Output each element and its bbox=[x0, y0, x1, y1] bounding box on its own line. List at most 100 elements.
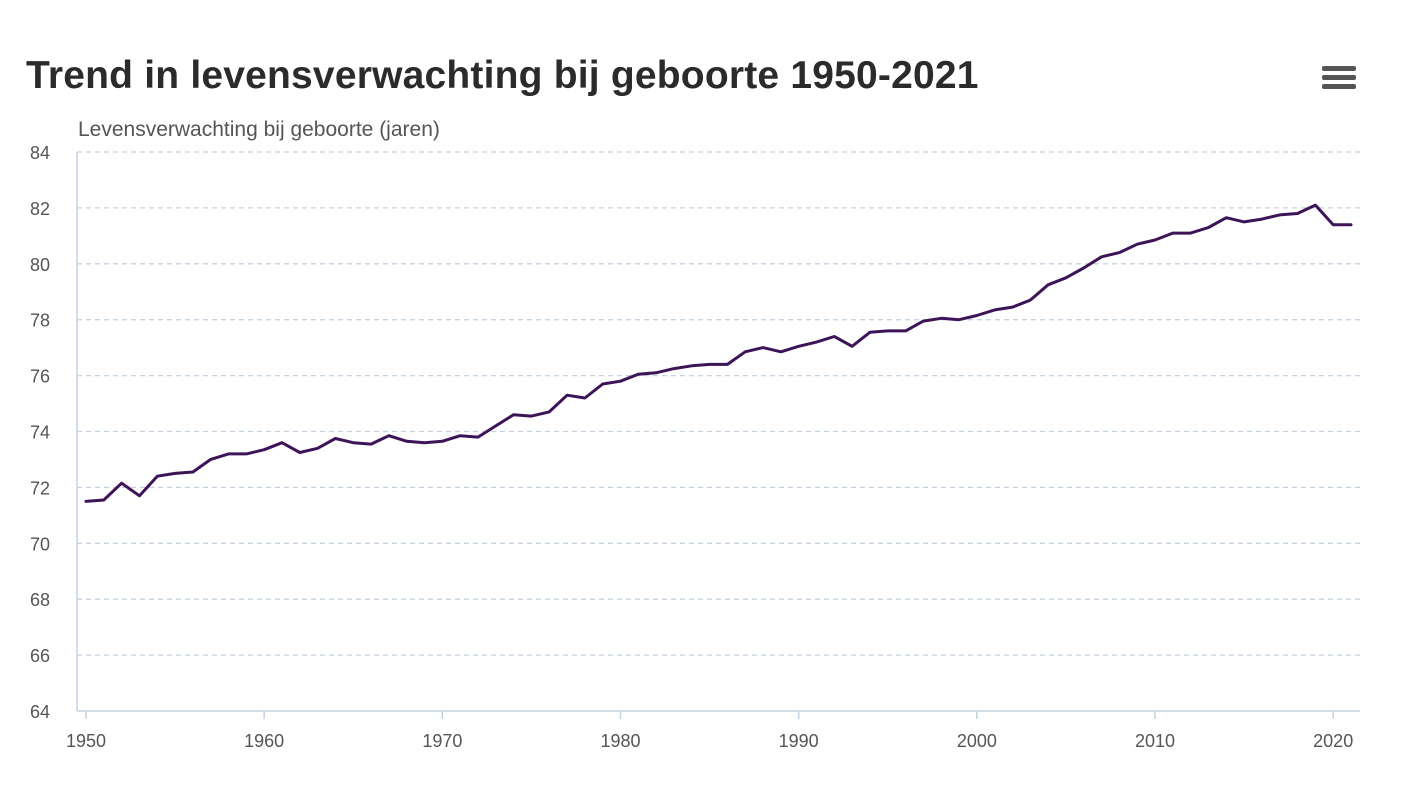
series-line[interactable] bbox=[84, 203, 1353, 503]
axes bbox=[76, 152, 1360, 719]
data-point[interactable]: 1980: 75.8 bbox=[617, 377, 625, 385]
data-point[interactable]: 2004: 79.25 bbox=[1044, 281, 1052, 289]
y-tick-label: 74 bbox=[30, 423, 50, 443]
data-point[interactable]: 1968: 73.65 bbox=[403, 437, 411, 445]
data-point[interactable]: 2011: 81.1 bbox=[1169, 229, 1177, 237]
data-point[interactable]: 1953: 71.7 bbox=[136, 492, 144, 500]
y-tick-label: 68 bbox=[30, 590, 50, 610]
y-tick-label: 70 bbox=[30, 534, 50, 554]
data-point[interactable]: 1996: 77.6 bbox=[902, 327, 910, 335]
data-point[interactable]: 2002: 78.45 bbox=[1009, 303, 1017, 311]
data-point[interactable]: 1987: 76.85 bbox=[741, 348, 749, 356]
data-point[interactable]: 2014: 81.65 bbox=[1222, 214, 1230, 222]
data-point[interactable]: 1960: 73.35 bbox=[260, 446, 268, 454]
data-point[interactable]: 1979: 75.7 bbox=[599, 380, 607, 388]
data-point[interactable]: 2006: 79.85 bbox=[1080, 264, 1088, 272]
x-tick-label: 1950 bbox=[66, 731, 106, 751]
menu-bar bbox=[1322, 65, 1356, 71]
data-point[interactable]: 1995: 77.6 bbox=[884, 327, 892, 335]
menu-bar bbox=[1322, 83, 1356, 89]
data-point[interactable]: 1956: 72.55 bbox=[189, 468, 197, 476]
data-point[interactable]: 2018: 81.8 bbox=[1294, 210, 1302, 218]
data-point[interactable]: 1975: 74.55 bbox=[527, 412, 535, 420]
x-tick-label: 1980 bbox=[600, 731, 640, 751]
data-point[interactable]: 1990: 77.05 bbox=[795, 342, 803, 350]
data-point[interactable]: 1957: 73 bbox=[207, 455, 215, 463]
x-tick-label: 2010 bbox=[1135, 731, 1175, 751]
y-axis-title: Levensverwachting bij geboorte (jaren) bbox=[78, 118, 440, 141]
data-point[interactable]: 2005: 79.5 bbox=[1062, 274, 1070, 282]
data-point[interactable]: 1962: 73.25 bbox=[296, 449, 304, 457]
data-point[interactable]: 1985: 76.4 bbox=[706, 360, 714, 368]
data-point[interactable]: 1950: 71.5 bbox=[82, 497, 90, 505]
data-point[interactable]: 1998: 78.05 bbox=[937, 314, 945, 322]
x-tick-labels: 1950 1960 1970 1980 1990 2000 2010 2020 bbox=[66, 731, 1353, 751]
data-point[interactable]: 2019: 82.1 bbox=[1311, 201, 1319, 209]
data-point[interactable]: 1976: 74.7 bbox=[545, 408, 553, 416]
data-point[interactable]: 1999: 78 bbox=[955, 316, 963, 324]
data-point[interactable]: 1997: 77.95 bbox=[919, 317, 927, 325]
data-point[interactable]: 1984: 76.35 bbox=[688, 362, 696, 370]
data-point[interactable]: 1994: 77.55 bbox=[866, 328, 874, 336]
data-point[interactable]: 1972: 73.8 bbox=[474, 433, 482, 441]
data-point[interactable]: 2010: 80.85 bbox=[1151, 236, 1159, 244]
data-point[interactable]: 1964: 73.75 bbox=[331, 435, 339, 443]
data-point[interactable]: 1966: 73.55 bbox=[367, 440, 375, 448]
data-point[interactable]: 2012: 81.1 bbox=[1187, 229, 1195, 237]
grid-lines bbox=[77, 151, 1360, 656]
data-point[interactable]: 2008: 80.4 bbox=[1115, 249, 1123, 257]
data-point[interactable]: 1992: 77.4 bbox=[830, 333, 838, 341]
data-point[interactable]: 2013: 81.3 bbox=[1205, 224, 1213, 232]
y-tick-labels: 64 66 68 70 72 74 76 78 80 82 84 bbox=[30, 143, 50, 722]
x-tick-label: 2000 bbox=[957, 731, 997, 751]
y-tick-label: 82 bbox=[30, 199, 50, 219]
data-point[interactable]: 1988: 77 bbox=[759, 344, 767, 352]
data-point[interactable]: 2015: 81.5 bbox=[1240, 218, 1248, 226]
data-point[interactable]: 1989: 76.85 bbox=[777, 348, 785, 356]
data-point[interactable]: 1961: 73.6 bbox=[278, 439, 286, 447]
data-point[interactable]: 2021: 81.4 bbox=[1347, 221, 1355, 229]
data-point[interactable]: 1969: 73.6 bbox=[421, 439, 429, 447]
data-point[interactable]: 1963: 73.4 bbox=[314, 444, 322, 452]
data-point[interactable]: 2020: 81.4 bbox=[1329, 221, 1337, 229]
data-point[interactable]: 1971: 73.85 bbox=[456, 432, 464, 440]
data-point[interactable]: 1965: 73.6 bbox=[349, 439, 357, 447]
data-point[interactable]: 1974: 74.6 bbox=[510, 411, 518, 419]
data-point[interactable]: 2007: 80.25 bbox=[1098, 253, 1106, 261]
y-tick-label: 80 bbox=[30, 255, 50, 275]
y-tick-label: 76 bbox=[30, 367, 50, 387]
data-point[interactable]: 1959: 73.2 bbox=[242, 450, 250, 458]
data-point[interactable]: 1958: 73.2 bbox=[225, 450, 233, 458]
data-point[interactable]: 2017: 81.75 bbox=[1276, 211, 1284, 219]
x-tick-label: 2020 bbox=[1313, 731, 1353, 751]
data-point[interactable]: 1978: 75.2 bbox=[581, 394, 589, 402]
data-point[interactable]: 1982: 76.1 bbox=[652, 369, 660, 377]
data-point[interactable]: 1954: 72.4 bbox=[153, 472, 161, 480]
data-point[interactable]: 2003: 78.7 bbox=[1026, 296, 1034, 304]
data-point[interactable]: 1955: 72.5 bbox=[171, 469, 179, 477]
data-point[interactable]: 1973: 74.2 bbox=[492, 422, 500, 430]
data-point[interactable]: 1993: 77.05 bbox=[848, 342, 856, 350]
data-point[interactable]: 2001: 78.35 bbox=[991, 306, 999, 314]
data-point[interactable]: 2000: 78.15 bbox=[973, 312, 981, 320]
series-layer: 1950: 71.5 1951: 71.55 1952: 72.15 1953: 71… bbox=[82, 201, 1355, 505]
data-point[interactable]: 1970: 73.65 bbox=[438, 437, 446, 445]
y-tick-label: 72 bbox=[30, 478, 50, 498]
data-point[interactable]: 1951: 71.55 bbox=[100, 496, 108, 504]
y-tick-label: 78 bbox=[30, 311, 50, 331]
hamburger-menu-icon[interactable] bbox=[1322, 64, 1356, 94]
data-point[interactable]: 1967: 73.85 bbox=[385, 432, 393, 440]
chart-title: Trend in levensverwachting bij geboorte … bbox=[26, 54, 979, 97]
data-point[interactable]: 1952: 72.15 bbox=[118, 479, 126, 487]
y-tick-label: 84 bbox=[30, 143, 50, 163]
y-tick-label: 64 bbox=[30, 702, 50, 722]
data-point[interactable]: 1991: 77.2 bbox=[813, 338, 821, 346]
menu-bar bbox=[1322, 74, 1356, 80]
data-point[interactable]: 1983: 76.25 bbox=[670, 365, 678, 373]
data-point[interactable]: 1977: 75.3 bbox=[563, 391, 571, 399]
data-point[interactable]: 2016: 81.6 bbox=[1258, 215, 1266, 223]
data-point[interactable]: 1981: 76.05 bbox=[634, 370, 642, 378]
data-point[interactable]: 2009: 80.7 bbox=[1133, 240, 1141, 248]
data-point[interactable]: 1986: 76.4 bbox=[723, 360, 731, 368]
